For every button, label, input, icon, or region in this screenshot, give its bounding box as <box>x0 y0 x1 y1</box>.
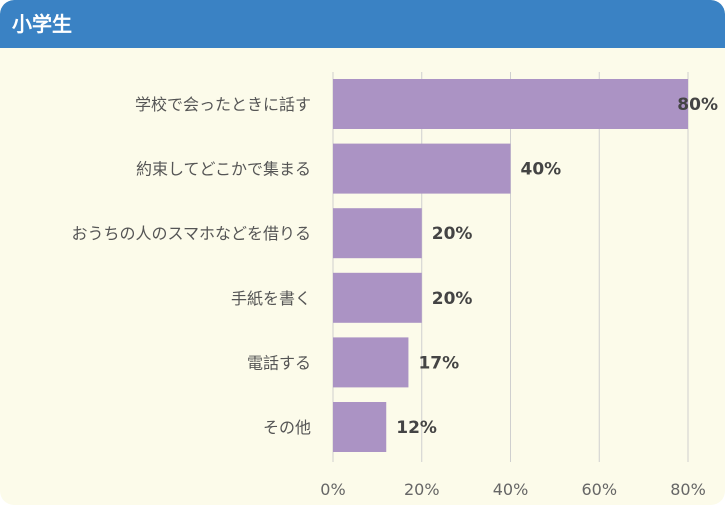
x-tick-label: 0% <box>320 480 345 499</box>
bar <box>333 272 422 323</box>
bar <box>333 208 422 259</box>
value-label: 17% <box>418 353 459 373</box>
value-label: 40% <box>521 160 562 180</box>
value-label: 12% <box>396 418 437 438</box>
x-tick-label: 60% <box>581 480 617 499</box>
bar <box>333 337 409 388</box>
category-label: その他 <box>263 418 311 437</box>
category-label: 電話する <box>247 353 311 372</box>
category-label: 学校で会ったときに話す <box>135 95 311 114</box>
page-title: 小学生 <box>12 12 72 36</box>
value-label: 20% <box>432 224 473 244</box>
value-label: 20% <box>432 289 473 309</box>
category-label: 約束してどこかで集まる <box>136 160 311 179</box>
value-label: 80% <box>677 95 718 115</box>
x-tick-label: 40% <box>493 480 529 499</box>
bar <box>333 143 511 194</box>
bar <box>333 79 688 129</box>
x-tick-label: 80% <box>670 480 706 499</box>
x-tick-label: 20% <box>404 480 440 499</box>
category-label: おうちの人のスマホなどを借りる <box>71 224 311 243</box>
bar <box>333 402 387 452</box>
category-label: 手紙を書く <box>231 289 311 308</box>
header-bar: 小学生 <box>0 0 725 48</box>
